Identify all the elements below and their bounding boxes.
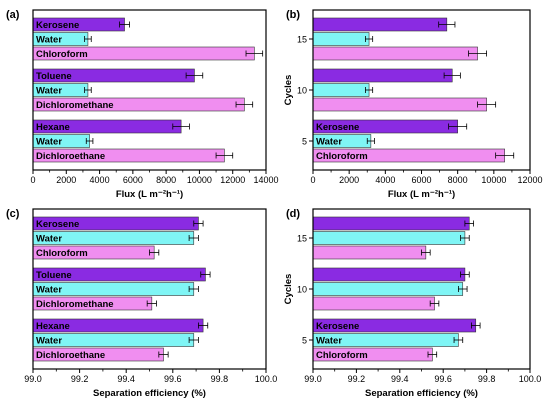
bar-label: Chloroform <box>316 350 368 361</box>
bar-label: Dichloroethane <box>36 151 105 162</box>
x-tick-label: 8000 <box>156 175 176 185</box>
panel-label: (a) <box>6 9 20 21</box>
x-tick-label: 8000 <box>448 175 468 185</box>
x-tick-label: 100.0 <box>519 374 542 384</box>
bar <box>312 296 435 311</box>
x-tick-label: 10000 <box>187 175 212 185</box>
bar-label: Chloroform <box>36 248 88 259</box>
bar-label: Water <box>36 285 62 296</box>
x-tick-label: 99.4 <box>117 374 135 384</box>
x-tick-label: 12000 <box>517 175 542 185</box>
bar-label: Water <box>36 137 62 148</box>
bar-label: Water <box>36 86 62 97</box>
bar-label: Toluene <box>36 71 72 82</box>
bar-label: Kerosene <box>36 219 79 230</box>
bar-label: Toluene <box>36 270 72 281</box>
x-axis-label: Separation efficiency (%) <box>93 388 206 399</box>
x-tick-label: 99.6 <box>434 374 452 384</box>
panel-b: 15 10 Kerosene Water Chloroform 5 0 2000 4000 600… <box>283 9 543 200</box>
x-tick-label: 10000 <box>481 175 506 185</box>
x-tick-label: 2000 <box>56 175 76 185</box>
x-axis-label: Flux (L m⁻²h⁻¹) <box>116 189 183 200</box>
x-tick-label: 99.0 <box>24 374 42 384</box>
y-axis-label: Cycles <box>283 274 294 305</box>
bar <box>312 32 370 46</box>
bar <box>312 46 478 61</box>
y-tick-label: 5 <box>302 336 307 346</box>
bar <box>312 267 466 282</box>
bar-label: Water <box>36 35 62 46</box>
bar-label: Dichloromethane <box>36 299 114 310</box>
panel-a: Kerosene Water Chloroform Toluene Water Dichl… <box>6 9 279 200</box>
y-tick-label: 10 <box>297 285 307 295</box>
x-tick-label: 4000 <box>375 175 395 185</box>
x-tick-label: 99.2 <box>71 374 89 384</box>
y-tick-label: 5 <box>302 137 307 147</box>
bar-label: Dichloromethane <box>36 100 114 111</box>
x-axis-label: Flux (L m⁻²h⁻¹) <box>388 189 455 200</box>
panel-c: Kerosene Water Chloroform Toluene Water Dichl… <box>6 208 277 399</box>
x-tick-label: 99.4 <box>391 374 409 384</box>
bar-label: Water <box>316 336 342 347</box>
bar-label: Water <box>316 137 342 148</box>
x-tick-label: 6000 <box>411 175 431 185</box>
bar-label: Kerosene <box>316 122 359 133</box>
panel-d: 15 10 Kerosene Water Chloroform 5 99.0 99.2 99.4… <box>283 208 541 399</box>
panel-label: (c) <box>6 208 20 220</box>
bar <box>312 282 464 296</box>
bar <box>312 97 487 112</box>
x-tick-label: 4000 <box>90 175 110 185</box>
panel-label: (d) <box>286 208 300 220</box>
bar-label: Dichloroethane <box>36 350 105 361</box>
y-tick-label: 15 <box>297 234 307 244</box>
x-tick-label: 0 <box>310 175 315 185</box>
x-tick-label: 2000 <box>339 175 359 185</box>
x-tick-label: 99.6 <box>164 374 182 384</box>
bar-label: Hexane <box>36 122 70 133</box>
x-tick-label: 14000 <box>253 175 278 185</box>
y-tick-label: 10 <box>297 86 307 96</box>
y-tick-label: 15 <box>297 35 307 45</box>
x-tick-label: 0 <box>30 175 35 185</box>
bar <box>312 216 470 231</box>
x-tick-label: 99.8 <box>211 374 229 384</box>
bar <box>312 68 453 83</box>
bar-label: Kerosene <box>36 20 79 31</box>
bar-label: Kerosene <box>316 321 359 332</box>
x-tick-label: 99.0 <box>304 374 322 384</box>
bar <box>312 83 370 97</box>
x-axis-label: Separation efficiency (%) <box>365 388 478 399</box>
x-tick-label: 12000 <box>220 175 245 185</box>
bar <box>312 245 427 260</box>
x-tick-label: 99.8 <box>478 374 496 384</box>
bar-label: Water <box>36 234 62 245</box>
x-tick-label: 6000 <box>123 175 143 185</box>
y-axis-label: Cycles <box>283 75 294 106</box>
bar <box>312 17 448 32</box>
bar-label: Water <box>36 336 62 347</box>
bar <box>312 231 466 245</box>
x-tick-label: 100.0 <box>255 374 278 384</box>
bar-label: Hexane <box>36 321 70 332</box>
bar-label: Chloroform <box>316 151 368 162</box>
panel-label: (b) <box>286 9 300 21</box>
x-tick-label: 99.2 <box>348 374 366 384</box>
bar-label: Chloroform <box>36 49 88 60</box>
